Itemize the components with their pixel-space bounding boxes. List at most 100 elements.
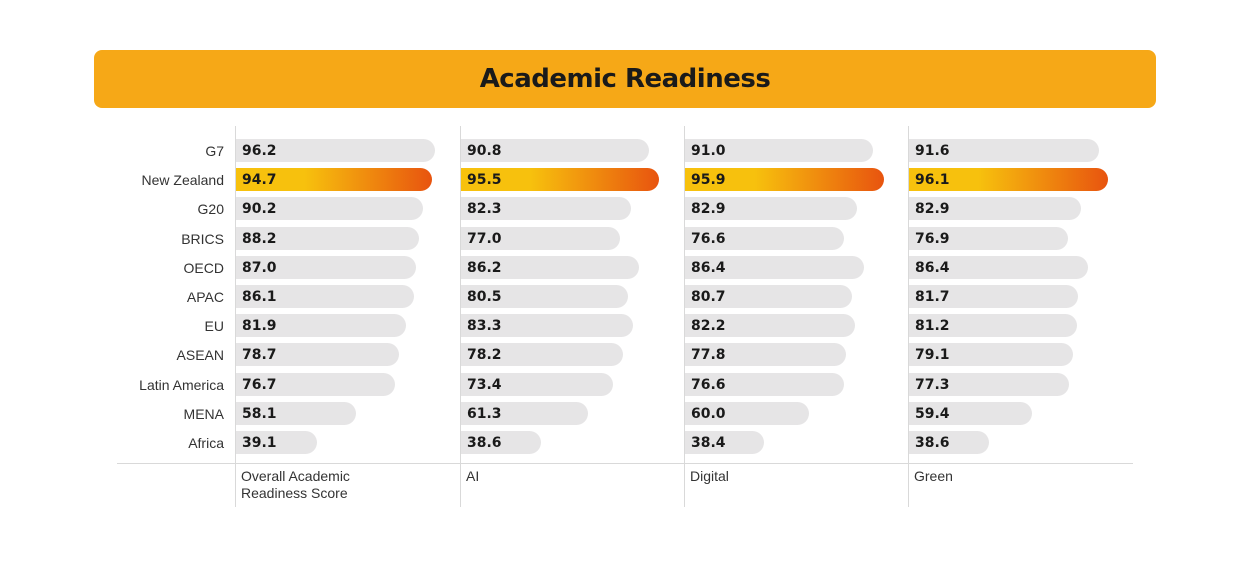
data-label: 95.5 xyxy=(467,172,502,189)
data-label: 38.4 xyxy=(691,435,726,451)
row-label-g7: G7 xyxy=(205,143,224,159)
chart-title: Academic Readiness xyxy=(479,64,771,94)
column-divider xyxy=(460,126,461,507)
row-label-africa: Africa xyxy=(188,435,224,451)
data-label: 86.1 xyxy=(242,289,277,305)
bar-digital-africa xyxy=(685,431,765,454)
column-divider xyxy=(235,126,236,507)
bar-green-g7 xyxy=(909,139,1099,162)
data-label: 88.2 xyxy=(242,230,277,247)
bar-digital-mena xyxy=(685,401,810,425)
bar-digital-oecd xyxy=(685,255,864,279)
row-label-oecd: OECD xyxy=(183,259,224,276)
bar-ai-apac xyxy=(461,285,628,308)
bar-ai-oecd xyxy=(461,255,640,279)
data-label: 95.9 xyxy=(691,172,726,189)
title-banner: Academic Readiness xyxy=(94,50,1156,108)
data-label: 82.9 xyxy=(915,201,950,218)
column-divider xyxy=(684,126,685,507)
row-label-latin-america: Latin America xyxy=(139,376,224,393)
x-axis-line xyxy=(117,463,1133,464)
bar-ai-new-zealand xyxy=(461,168,659,192)
data-label: 83.3 xyxy=(467,318,502,335)
bar-digital-apac xyxy=(685,285,853,308)
data-label: 38.6 xyxy=(467,435,502,451)
data-label: 81.7 xyxy=(915,289,950,305)
bar-ai-eu xyxy=(461,314,634,338)
row-label-eu: EU xyxy=(204,318,224,335)
data-label: 81.2 xyxy=(915,318,950,335)
data-label: 59.4 xyxy=(915,405,950,422)
data-label: 79.1 xyxy=(915,347,950,364)
row-label-brics: BRICS xyxy=(181,230,224,247)
data-label: 94.7 xyxy=(242,172,277,189)
bar-overall-academic-readiness-score-latin-america xyxy=(236,372,395,396)
bar-green-new-zealand xyxy=(909,168,1108,192)
bar-overall-academic-readiness-score-g7 xyxy=(236,139,436,162)
data-label: 82.2 xyxy=(691,318,726,335)
bar-overall-academic-readiness-score-asean xyxy=(236,343,399,367)
bar-digital-eu xyxy=(685,314,856,338)
row-label-mena: MENA xyxy=(183,405,224,422)
data-label: 82.9 xyxy=(691,201,726,218)
data-label: 76.6 xyxy=(691,376,726,393)
bar-digital-brics xyxy=(685,226,844,250)
bar-digital-g7 xyxy=(685,139,874,162)
data-label: 82.3 xyxy=(467,201,502,218)
bar-green-brics xyxy=(909,226,1069,250)
data-label: 90.8 xyxy=(467,143,502,159)
data-label: 78.7 xyxy=(242,347,277,364)
bar-digital-asean xyxy=(685,343,847,367)
bar-green-oecd xyxy=(909,255,1088,279)
data-label: 86.4 xyxy=(915,259,950,276)
data-label: 80.5 xyxy=(467,289,502,305)
data-label: 60.0 xyxy=(691,405,726,422)
column-divider xyxy=(908,126,909,507)
bar-overall-academic-readiness-score-eu xyxy=(236,314,406,338)
bar-green-africa xyxy=(909,431,989,454)
data-label: 77.3 xyxy=(915,376,950,393)
row-label-g20: G20 xyxy=(197,201,224,218)
bar-overall-academic-readiness-score-mena xyxy=(236,401,357,425)
data-label: 86.2 xyxy=(467,259,502,276)
data-label: 76.6 xyxy=(691,230,726,247)
data-label: 81.9 xyxy=(242,318,277,335)
bar-overall-academic-readiness-score-oecd xyxy=(236,255,417,279)
data-label: 77.0 xyxy=(467,230,502,247)
data-label: 80.7 xyxy=(691,289,726,305)
bar-green-apac xyxy=(909,285,1079,308)
data-label: 39.1 xyxy=(242,435,277,451)
bar-ai-asean xyxy=(461,343,623,367)
data-label: 96.1 xyxy=(915,172,950,189)
bar-ai-g7 xyxy=(461,139,649,162)
bar-overall-academic-readiness-score-apac xyxy=(236,285,415,308)
column-label-ai: AI xyxy=(466,468,480,484)
row-label-asean: ASEAN xyxy=(176,347,224,364)
data-label: 38.6 xyxy=(915,435,950,451)
bar-overall-academic-readiness-score-g20 xyxy=(236,197,423,221)
bar-green-g20 xyxy=(909,197,1081,221)
column-label-overall-academic-readiness-score: Overall Academic Readiness Score xyxy=(241,468,350,501)
bar-ai-mena xyxy=(461,401,588,425)
bar-overall-academic-readiness-score-brics xyxy=(236,226,419,250)
data-label: 90.2 xyxy=(242,201,277,218)
data-label: 78.2 xyxy=(467,347,502,364)
bar-overall-academic-readiness-score-africa xyxy=(236,431,317,454)
data-label: 73.4 xyxy=(467,376,502,393)
data-label: 91.0 xyxy=(691,143,726,159)
column-label-green: Green xyxy=(914,468,953,484)
data-label: 76.9 xyxy=(915,230,950,247)
data-label: 91.6 xyxy=(915,143,950,159)
row-label-apac: APAC xyxy=(186,289,224,305)
data-label: 58.1 xyxy=(242,405,277,422)
bar-digital-latin-america xyxy=(685,372,844,396)
bar-ai-africa xyxy=(461,431,541,454)
data-label: 96.2 xyxy=(242,143,277,159)
bar-green-eu xyxy=(909,314,1078,338)
bar-digital-g20 xyxy=(685,197,857,221)
bar-ai-brics xyxy=(461,226,621,250)
data-label: 61.3 xyxy=(467,405,502,422)
data-label: 87.0 xyxy=(242,259,277,276)
bar-green-asean xyxy=(909,343,1073,367)
bar-ai-latin-america xyxy=(461,372,613,396)
